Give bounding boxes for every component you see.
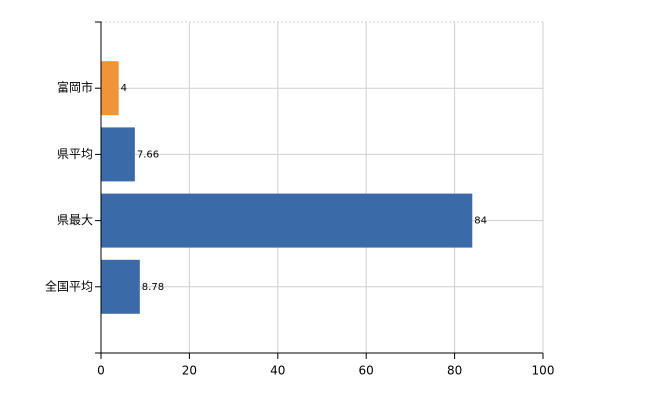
value-label: 4 (121, 83, 127, 94)
x-tick-label: 100 (532, 364, 555, 378)
y-tick-label: 全国平均 (45, 278, 93, 293)
value-label: 7.66 (137, 149, 159, 160)
x-tick-label: 60 (359, 364, 374, 378)
bar (101, 61, 119, 116)
bar (101, 259, 140, 314)
value-label: 84 (474, 216, 487, 227)
x-tick-label: 0 (97, 364, 105, 378)
y-axis (95, 21, 102, 354)
x-tick-label: 20 (182, 364, 197, 378)
y-tick-label: 県最大 (57, 213, 93, 227)
bar (101, 193, 473, 248)
x-tick-label: 40 (270, 364, 285, 378)
bar (101, 127, 135, 182)
value-label: 8.78 (142, 282, 164, 293)
y-tick-label: 富岡市 (57, 80, 93, 95)
y-tick-label: 県平均 (57, 147, 93, 161)
x-tick-label: 80 (447, 364, 462, 378)
